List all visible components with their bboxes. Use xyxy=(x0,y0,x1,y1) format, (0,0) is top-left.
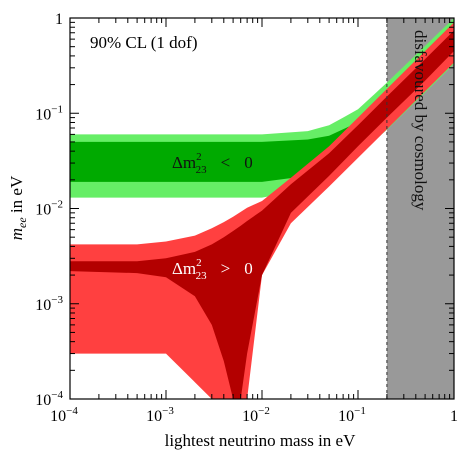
normal-hierarchy-label: Δm2 23 >0 xyxy=(172,257,253,282)
inverted-sup: 2 xyxy=(196,151,202,163)
y-tick-label: 10−1 xyxy=(35,103,63,123)
inverted-delta: Δm xyxy=(172,153,196,172)
cosmology-annotation: disfavoured by cosmology xyxy=(411,30,430,211)
y-tick-label: 10−3 xyxy=(35,294,63,314)
y-axis-label: mee in eV xyxy=(7,175,29,240)
normal-sub: 23 xyxy=(196,270,208,282)
y-tick-label: 10−2 xyxy=(35,199,63,219)
normal-rhs: 0 xyxy=(244,259,253,278)
x-tick-labels: 10−4 10−3 10−2 10−1 1 xyxy=(50,405,458,425)
x-tick-label: 1 xyxy=(450,408,458,425)
inverted-hierarchy-label: Δm2 23 <0 xyxy=(172,151,253,176)
y-tick-label: 10−4 xyxy=(35,389,63,409)
inverted-rel: < xyxy=(221,153,231,172)
y-axis-label-base: m xyxy=(7,228,26,240)
x-tick-label: 10−2 xyxy=(242,405,270,425)
normal-rel: > xyxy=(221,259,231,278)
cl-annotation: 90% CL (1 dof) xyxy=(90,33,198,52)
y-axis-label-suffix: in eV xyxy=(7,175,26,217)
y-tick-label: 1 xyxy=(55,11,63,28)
axis-ticks xyxy=(69,18,454,400)
y-tick-labels: 10−4 10−3 10−2 10−1 1 xyxy=(35,11,63,409)
y-axis-label-sub: ee xyxy=(15,217,29,228)
inverted-rhs: 0 xyxy=(244,153,253,172)
inverted-sub: 23 xyxy=(196,164,208,176)
normal-sup: 2 xyxy=(196,257,202,269)
normal-delta: Δm xyxy=(172,259,196,278)
normal-band-inner xyxy=(70,30,454,399)
x-tick-label: 10−4 xyxy=(50,405,78,425)
plot-frame xyxy=(69,17,455,400)
x-tick-label: 10−3 xyxy=(146,405,174,425)
x-axis-label: lightest neutrino mass in eV xyxy=(165,431,356,450)
x-tick-label: 10−1 xyxy=(338,405,366,425)
